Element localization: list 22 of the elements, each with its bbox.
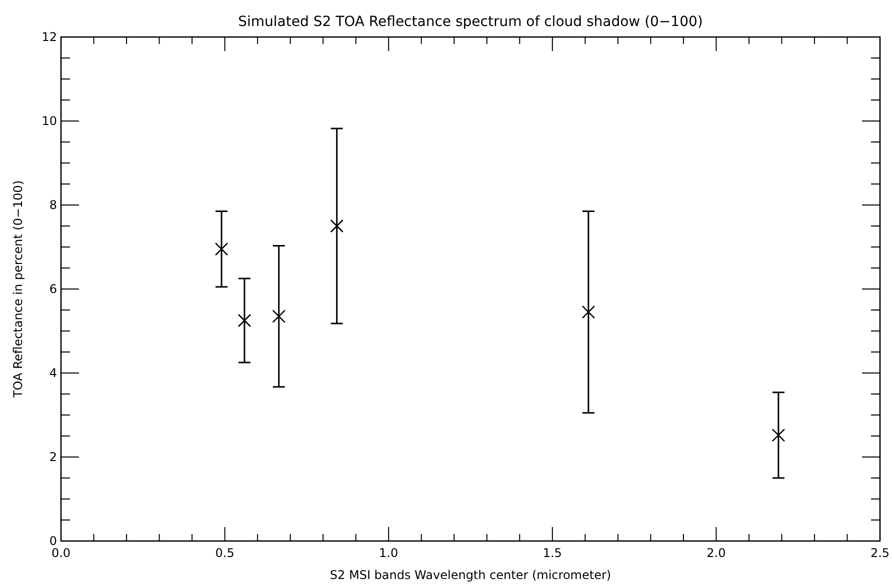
y-tick-label: 4: [49, 366, 57, 380]
y-axis-title: TOA Reflectance in percent (0−100): [11, 180, 25, 399]
point: [582, 305, 596, 319]
point: [772, 428, 786, 442]
chart-title: Simulated S2 TOA Reflectance spectrum of cloud shadow (0−100): [238, 14, 703, 30]
x-tick-label: 0.5: [215, 546, 234, 560]
y-tick-label: 12: [42, 30, 57, 44]
y-tick-label: 8: [49, 198, 57, 212]
x-axis-title: S2 MSI bands Wavelength center (micrometer): [330, 568, 612, 582]
x-tick-label: 1.0: [379, 546, 398, 560]
y-tick-label: 6: [49, 282, 57, 296]
point: [214, 242, 228, 256]
point: [272, 310, 286, 323]
x-tick-label: 2.5: [870, 546, 890, 560]
y-tick-label: 2: [49, 450, 57, 464]
x-tick-label: 0.0: [51, 546, 71, 560]
point: [238, 314, 252, 328]
point: [330, 219, 344, 233]
x-tick-label: 2.0: [706, 546, 726, 560]
y-tick-label: 0: [49, 534, 57, 548]
x-tick-label: 1.5: [542, 546, 562, 560]
y-tick-label: 10: [42, 114, 57, 128]
